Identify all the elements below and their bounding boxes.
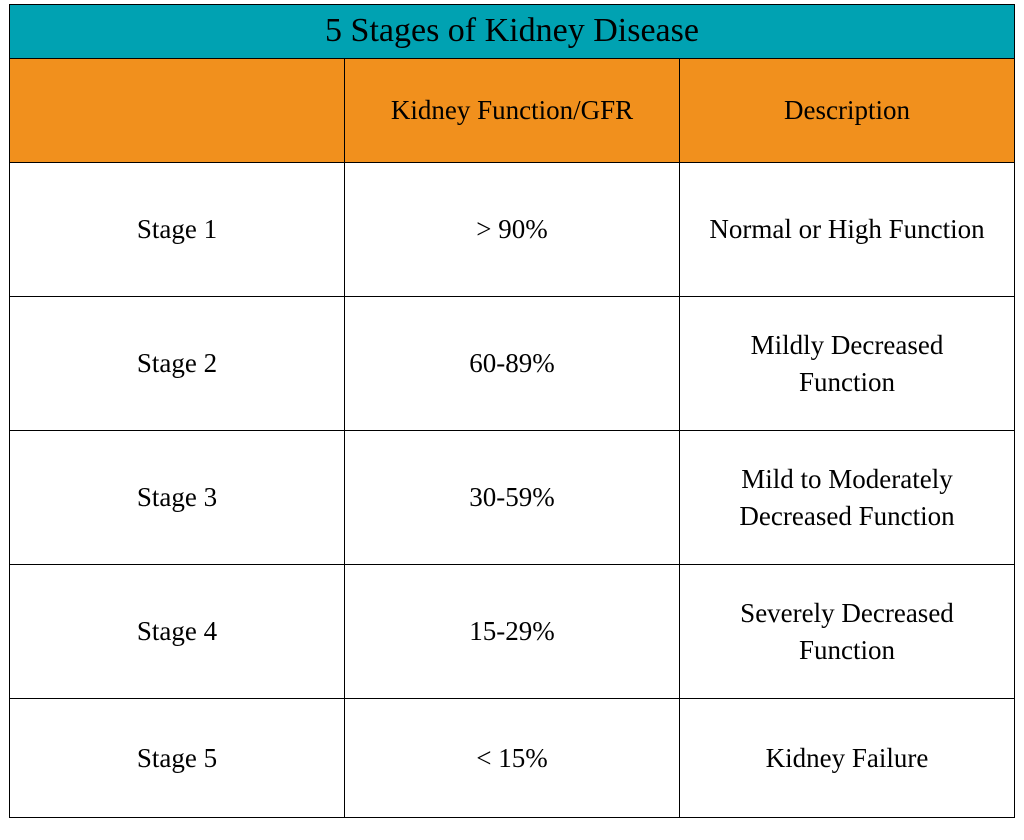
header-cell-gfr: Kidney Function/GFR [345, 59, 680, 163]
table-row: Stage 3 30-59% Mild to Moderately Decrea… [10, 431, 1014, 565]
cell-gfr: > 90% [345, 163, 680, 297]
kidney-disease-stages-table: 5 Stages of Kidney Disease Kidney Functi… [9, 4, 1015, 818]
cell-stage: Stage 2 [10, 297, 345, 431]
cell-description: Mild to Moderately Decreased Function [680, 431, 1014, 565]
cell-description: Mildly Decreased Function [680, 297, 1014, 431]
cell-stage: Stage 4 [10, 565, 345, 699]
table-row: Stage 4 15-29% Severely Decreased Functi… [10, 565, 1014, 699]
cell-description: Kidney Failure [680, 699, 1014, 817]
table-row: Stage 2 60-89% Mildly Decreased Function [10, 297, 1014, 431]
cell-description: Normal or High Function [680, 163, 1014, 297]
header-cell-stage [10, 59, 345, 163]
cell-stage: Stage 3 [10, 431, 345, 565]
table-header-row: Kidney Function/GFR Description [10, 59, 1014, 163]
cell-stage: Stage 5 [10, 699, 345, 817]
table-title: 5 Stages of Kidney Disease [10, 5, 1014, 59]
table-row: Stage 1 > 90% Normal or High Function [10, 163, 1014, 297]
cell-description: Severely Decreased Function [680, 565, 1014, 699]
cell-gfr: 60-89% [345, 297, 680, 431]
cell-gfr: < 15% [345, 699, 680, 817]
cell-gfr: 15-29% [345, 565, 680, 699]
header-cell-description: Description [680, 59, 1014, 163]
table-row: Stage 5 < 15% Kidney Failure [10, 699, 1014, 817]
cell-gfr: 30-59% [345, 431, 680, 565]
cell-stage: Stage 1 [10, 163, 345, 297]
